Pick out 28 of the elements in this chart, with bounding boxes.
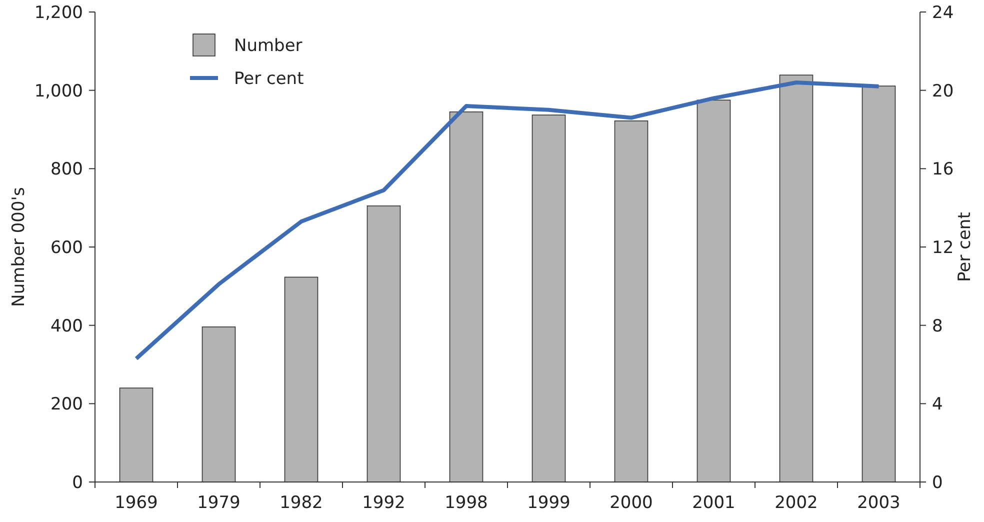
x-tick-label: 2002 [774, 493, 818, 513]
x-tick-label: 1979 [197, 493, 240, 513]
y2-tick-label: 8 [932, 316, 943, 336]
y-tick-label: 400 [50, 316, 83, 336]
y2-axis-title: Per cent [955, 212, 975, 282]
x-tick-label: 1999 [527, 493, 570, 513]
y-axis-title: Number 000's [9, 187, 29, 307]
y2-tick-label: 12 [932, 238, 954, 258]
x-tick-label: 1992 [362, 493, 406, 513]
y-tick-label: 0 [72, 472, 83, 493]
x-tick-label: 2000 [610, 493, 653, 513]
legend-label: Per cent [234, 68, 304, 89]
y2-tick-label: 24 [932, 2, 954, 23]
y2-tick-label: 16 [932, 160, 954, 180]
y-tick-label: 600 [50, 238, 83, 258]
x-tick-label: 1998 [444, 493, 488, 513]
y-tick-label: 1,000 [34, 81, 83, 102]
y2-tick-label: 4 [932, 394, 943, 415]
y2-tick-label: 0 [932, 472, 943, 493]
x-tick-label: 1969 [114, 493, 158, 513]
y-tick-label: 200 [50, 394, 83, 415]
x-tick-label: 2003 [857, 493, 900, 513]
x-tick-label: 1982 [280, 493, 323, 513]
x-tick-label: 2001 [692, 493, 736, 513]
y2-tick-label: 20 [932, 81, 954, 102]
y-tick-label: 800 [50, 160, 83, 180]
y-tick-label: 1,200 [34, 2, 83, 23]
legend-label: Number [234, 36, 302, 56]
